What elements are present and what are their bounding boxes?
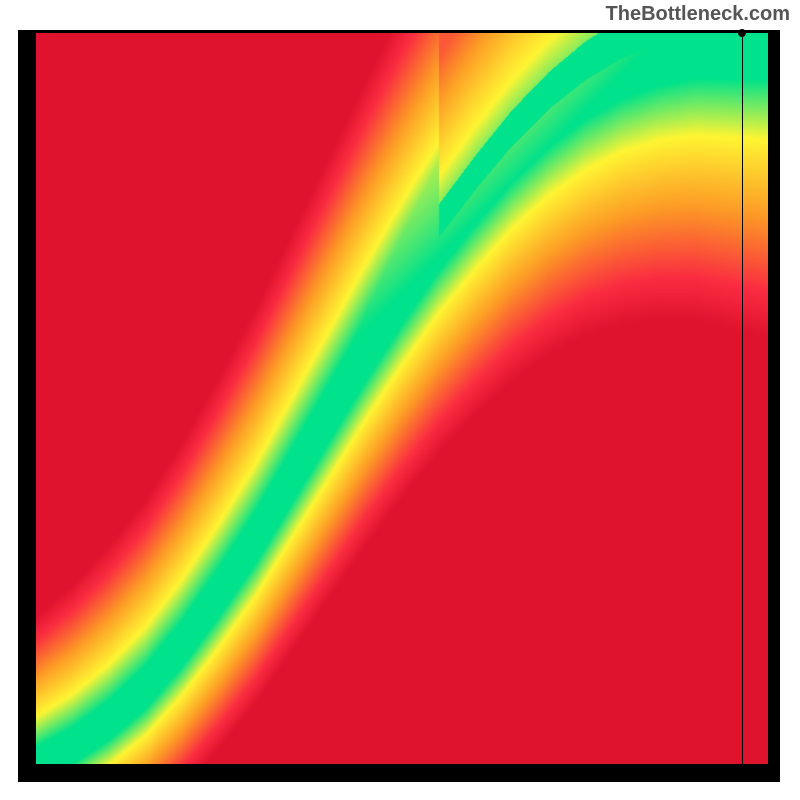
bottleneck-heatmap: [36, 33, 768, 764]
chart-container: TheBottleneck.com: [0, 0, 800, 800]
frame-top: [18, 30, 780, 33]
attribution-text: TheBottleneck.com: [606, 3, 790, 26]
frame-bottom: [18, 764, 780, 782]
frame-right: [768, 30, 780, 782]
frame-left: [18, 30, 36, 782]
marker-vertical-line: [742, 33, 743, 764]
